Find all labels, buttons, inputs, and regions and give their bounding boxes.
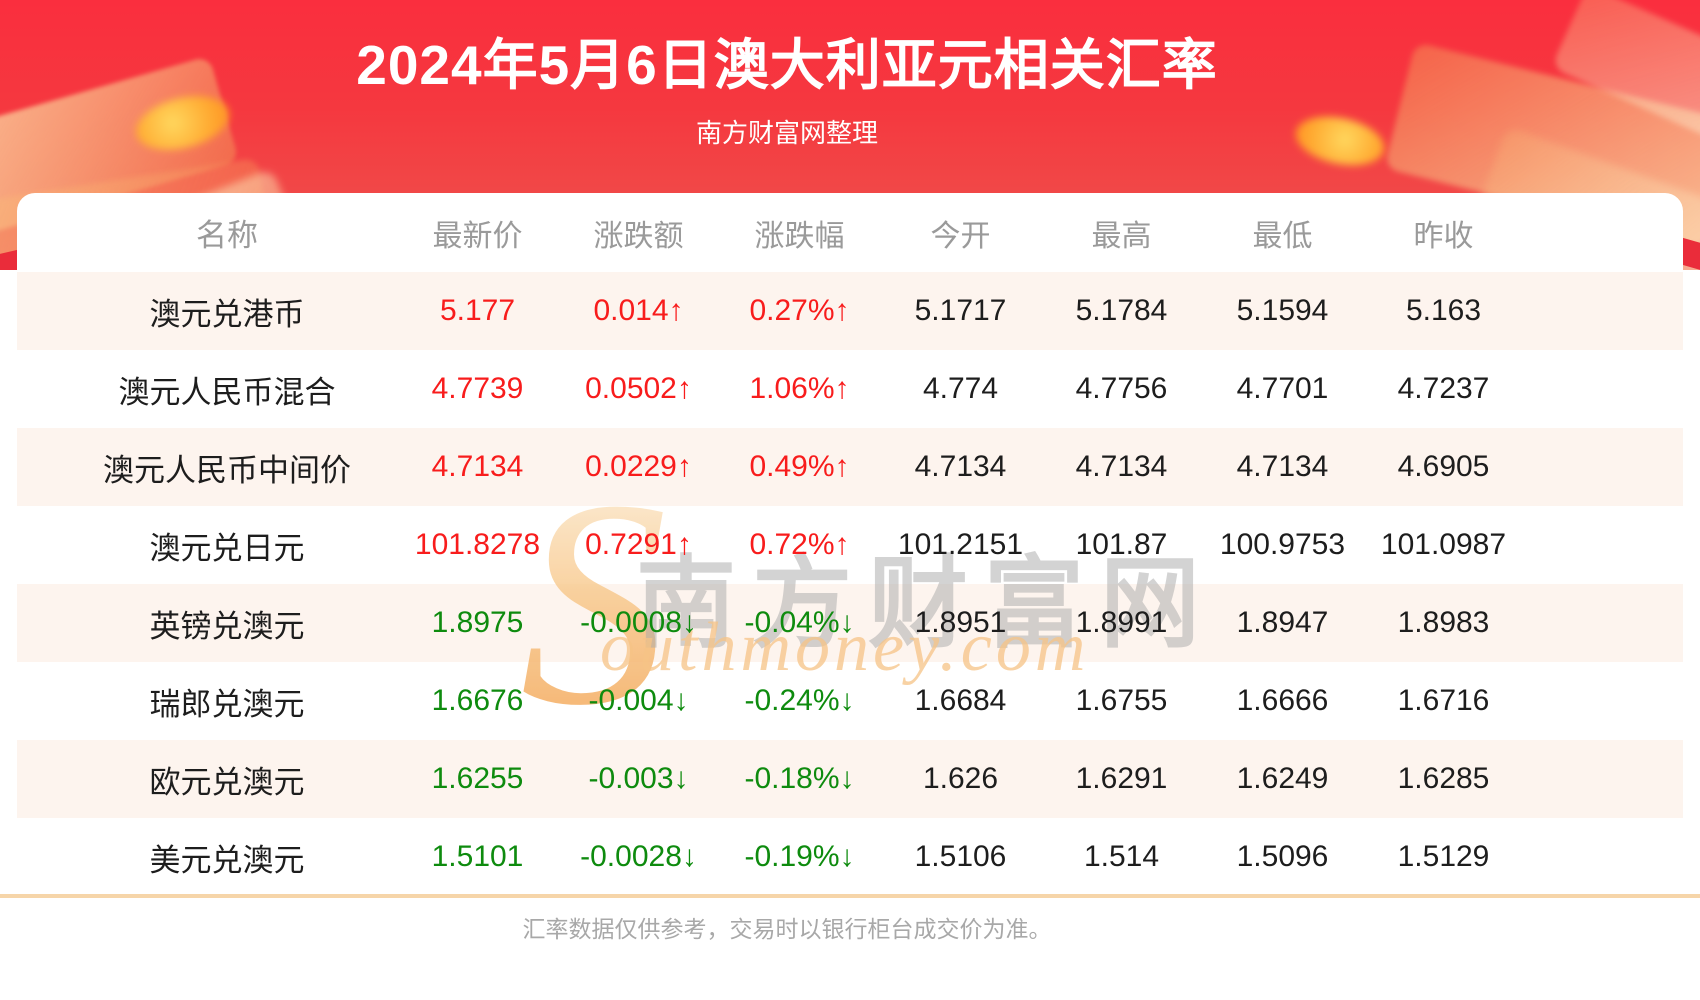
cell-high: 1.6755	[1075, 684, 1168, 717]
cell-name: 澳元人民币混合	[118, 374, 336, 410]
cell-change: -0.004↓	[588, 684, 689, 717]
cell-prev-close: 4.7237	[1397, 372, 1490, 405]
cell-open: 1.8951	[914, 606, 1007, 639]
cell-change-pct: -0.19%↓	[744, 840, 855, 873]
cell-open: 4.774	[922, 372, 999, 405]
cell-open: 5.1717	[914, 294, 1007, 327]
cell-prev-close: 5.163	[1405, 294, 1482, 327]
column-header: 涨跌额	[593, 219, 684, 253]
cell-open: 1.5106	[914, 840, 1007, 873]
cell-name: 澳元人民币中间价	[103, 452, 351, 488]
column-header: 最高	[1091, 219, 1152, 253]
cell-change-pct: -0.18%↓	[744, 762, 855, 795]
page-title: 2024年5月6日澳大利亚元相关汇率	[356, 34, 1218, 96]
table-row: 欧元兑澳元 1.6255 -0.003↓ -0.18%↓ 1.626 1.6291 1.62…	[17, 740, 1683, 818]
footer-divider	[0, 894, 1700, 898]
page-subtitle: 南方财富网整理	[695, 118, 878, 148]
cell-prev-close: 4.6905	[1397, 450, 1490, 483]
cell-change: -0.003↓	[588, 762, 689, 795]
cell-high: 5.1784	[1075, 294, 1168, 327]
cell-name: 澳元兑港币	[149, 296, 305, 332]
cell-low: 100.9753	[1219, 528, 1346, 561]
cell-change-pct: 1.06%↑	[749, 372, 850, 405]
cell-prev-close: 1.8983	[1397, 606, 1490, 639]
cell-change: 0.014↑	[593, 294, 684, 327]
cell-open: 1.626	[922, 762, 999, 795]
cell-latest: 1.6255	[431, 762, 524, 795]
cell-change: 0.0229↑	[585, 450, 692, 483]
cell-prev-close: 1.6716	[1397, 684, 1490, 717]
cell-low: 4.7701	[1236, 372, 1329, 405]
cell-low: 1.6249	[1236, 762, 1329, 795]
cell-high: 101.87	[1075, 528, 1168, 561]
cell-name: 欧元兑澳元	[149, 764, 305, 800]
table-row: 瑞郎兑澳元 1.6676 -0.004↓ -0.24%↓ 1.6684 1.6755 1.6…	[17, 662, 1683, 740]
cell-high: 4.7756	[1075, 372, 1168, 405]
cell-name: 美元兑澳元	[149, 842, 305, 878]
column-header: 昨收	[1413, 219, 1474, 253]
cell-latest: 101.8278	[414, 528, 541, 561]
cell-change: 0.0502↑	[585, 372, 692, 405]
table-row: 澳元兑港币 5.177 0.014↑ 0.27%↑ 5.1717 5.1784 5.1594…	[17, 272, 1683, 350]
cell-prev-close: 1.5129	[1397, 840, 1490, 873]
cell-change-pct: 0.72%↑	[749, 528, 850, 561]
cell-low: 1.5096	[1236, 840, 1329, 873]
table-row: 澳元兑日元 101.8278 0.7291↑ 0.72%↑ 101.2151 101.87…	[17, 506, 1683, 584]
cell-latest: 1.8975	[431, 606, 524, 639]
cell-open: 101.2151	[897, 528, 1024, 561]
column-header: 涨跌幅	[754, 219, 845, 253]
table-row: 美元兑澳元 1.5101 -0.0028↓ -0.19%↓ 1.5106 1.514 1.5…	[17, 818, 1683, 896]
rates-table-card: 名称 最新价 涨跌额 涨跌幅 今开 最高 最低 昨收澳元兑港币 5.177 0.014↑ 0.27%…	[17, 193, 1683, 896]
cell-change-pct: -0.24%↓	[744, 684, 855, 717]
cell-name: 澳元兑日元	[149, 530, 305, 566]
cell-latest: 1.5101	[431, 840, 524, 873]
column-header: 最新价	[432, 219, 523, 253]
cell-latest: 5.177	[439, 294, 516, 327]
cell-open: 4.7134	[914, 450, 1007, 483]
cell-change: 0.7291↑	[585, 528, 692, 561]
cell-prev-close: 1.6285	[1397, 762, 1490, 795]
cell-change: -0.0008↓	[580, 606, 697, 639]
cell-change: -0.0028↓	[580, 840, 697, 873]
cell-change-pct: 0.49%↑	[749, 450, 850, 483]
table-header-row: 名称 最新价 涨跌额 涨跌幅 今开 最高 最低 昨收	[17, 193, 1683, 272]
cell-high: 1.8991	[1075, 606, 1168, 639]
cell-low: 5.1594	[1236, 294, 1329, 327]
table-row: 澳元人民币混合 4.7739 0.0502↑ 1.06%↑ 4.774 4.7756 4.7…	[17, 350, 1683, 428]
cell-latest: 1.6676	[431, 684, 524, 717]
rates-table: 名称 最新价 涨跌额 涨跌幅 今开 最高 最低 昨收澳元兑港币 5.177 0.014↑ 0.27%…	[17, 193, 1683, 896]
table-row: 澳元人民币中间价 4.7134 0.0229↑ 0.49%↑ 4.7134 4.7134 4…	[17, 428, 1683, 506]
cell-high: 1.6291	[1075, 762, 1168, 795]
cell-low: 4.7134	[1236, 450, 1329, 483]
cell-change-pct: -0.04%↓	[744, 606, 855, 639]
column-header: 名称	[196, 218, 258, 253]
cell-name: 瑞郎兑澳元	[149, 686, 305, 722]
disclaimer-text: 汇率数据仅供参考，交易时以银行柜台成交价为准。	[522, 916, 1052, 942]
cell-high: 1.514	[1083, 840, 1160, 873]
cell-latest: 4.7134	[431, 450, 524, 483]
cell-change-pct: 0.27%↑	[749, 294, 850, 327]
column-header: 今开	[930, 219, 991, 253]
cell-high: 4.7134	[1075, 450, 1168, 483]
column-header: 最低	[1252, 219, 1313, 253]
table-row: 英镑兑澳元 1.8975 -0.0008↓ -0.04%↓ 1.8951 1.8991 1.…	[17, 584, 1683, 662]
cell-name: 英镑兑澳元	[149, 608, 305, 644]
cell-latest: 4.7739	[431, 372, 524, 405]
cell-low: 1.8947	[1236, 606, 1329, 639]
cell-low: 1.6666	[1236, 684, 1329, 717]
cell-prev-close: 101.0987	[1380, 528, 1507, 561]
cell-open: 1.6684	[914, 684, 1007, 717]
